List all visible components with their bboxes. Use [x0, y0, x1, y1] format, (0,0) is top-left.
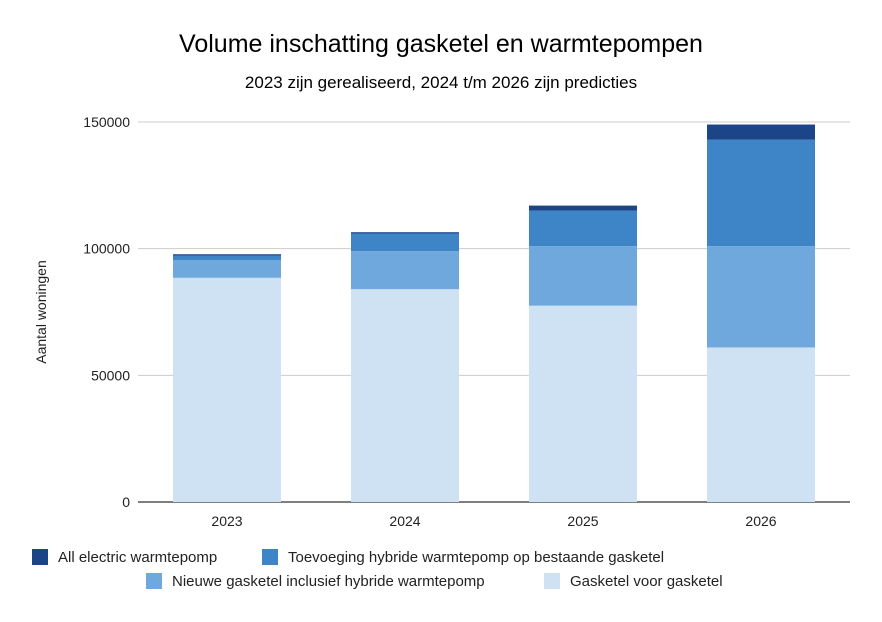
bar-segment — [173, 255, 281, 261]
legend-label: Nieuwe gasketel inclusief hybride warmte… — [172, 573, 485, 590]
chart-subtitle: 2023 zijn gerealiseerd, 2024 t/m 2026 zi… — [245, 73, 637, 92]
bar-segment — [529, 210, 637, 247]
bar-segment — [529, 246, 637, 306]
bar-segment — [529, 205, 637, 211]
legend-swatch — [262, 549, 278, 565]
bar-segment — [351, 251, 459, 290]
bar-segment — [707, 139, 815, 247]
bar-segment — [707, 246, 815, 348]
bar-segment — [173, 277, 281, 502]
legend-item: Gasketel voor gasketel — [544, 573, 723, 590]
legend-label: Gasketel voor gasketel — [570, 573, 723, 590]
bar-segment — [351, 289, 459, 502]
legend-item: Toevoeging hybride warmtepomp op bestaan… — [262, 549, 664, 566]
bar-segment — [351, 232, 459, 234]
bar-stack-2025 — [529, 205, 637, 502]
bar-segment — [173, 260, 281, 278]
x-tick-label: 2023 — [211, 513, 242, 529]
y-tick-label: 150000 — [83, 114, 130, 130]
legend-label: All electric warmtepomp — [58, 549, 217, 566]
y-tick-label: 100000 — [83, 241, 130, 257]
y-tick-label: 0 — [122, 494, 130, 510]
x-tick-label: 2026 — [745, 513, 776, 529]
x-tick-label: 2025 — [567, 513, 598, 529]
x-tick-label: 2024 — [389, 513, 420, 529]
bar-stack-2023 — [173, 254, 281, 502]
legend-swatch — [544, 573, 560, 589]
chart-title: Volume inschatting gasketel en warmtepom… — [179, 30, 703, 58]
y-tick-label: 50000 — [91, 367, 130, 383]
bar-segment — [707, 124, 815, 140]
bar-segment — [529, 305, 637, 502]
legend-swatch — [32, 549, 48, 565]
bar-segment — [173, 254, 281, 256]
legend-item: Nieuwe gasketel inclusief hybride warmte… — [146, 573, 485, 590]
bar-stack-2026 — [707, 124, 815, 502]
legend-label: Toevoeging hybride warmtepomp op bestaan… — [288, 549, 664, 566]
y-axis-label: Aantal woningen — [33, 260, 49, 364]
bar-segment — [351, 233, 459, 252]
legend-item: All electric warmtepomp — [32, 549, 217, 566]
legend-swatch — [146, 573, 162, 589]
bar-stack-2024 — [351, 232, 459, 502]
bar-segment — [707, 347, 815, 502]
